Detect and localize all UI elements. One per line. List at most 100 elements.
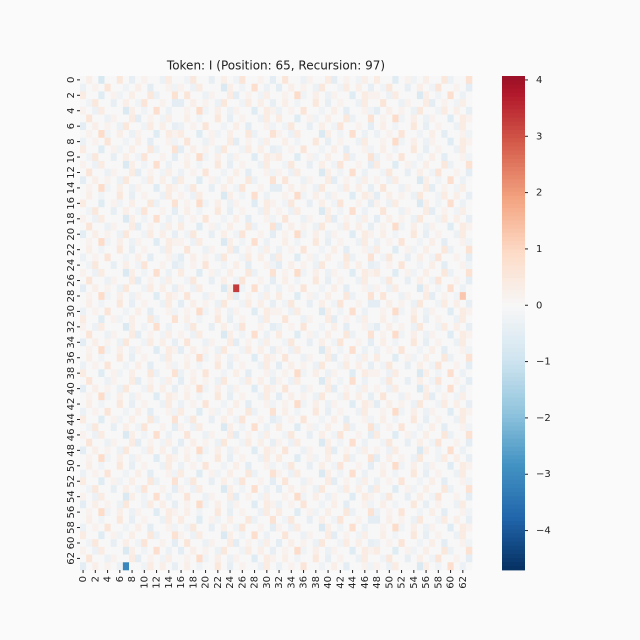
heatmap-cell <box>269 469 277 478</box>
heatmap-cell <box>80 299 87 308</box>
heatmap-cell <box>208 245 216 254</box>
heatmap-cell <box>104 539 111 548</box>
heatmap-cell <box>80 407 87 416</box>
heatmap-cell <box>147 400 154 409</box>
heatmap-cell <box>306 361 314 370</box>
heatmap-cell <box>208 76 216 85</box>
heatmap-cell <box>312 292 320 301</box>
heatmap-cell <box>227 377 234 386</box>
heatmap-cell <box>367 330 375 339</box>
heatmap-cell <box>416 276 424 285</box>
heatmap-cell <box>135 423 142 432</box>
heatmap-cell <box>429 531 436 540</box>
heatmap-cell <box>159 130 167 139</box>
heatmap-cell <box>459 554 467 563</box>
heatmap-cell <box>410 407 418 416</box>
heatmap-cell <box>165 400 173 409</box>
heatmap-cell <box>92 415 99 424</box>
heatmap-cell <box>263 384 271 393</box>
heatmap-cell <box>306 531 314 540</box>
heatmap-cell <box>196 423 203 432</box>
heatmap-cell <box>214 438 222 447</box>
heatmap-cell <box>343 539 350 548</box>
heatmap-cell <box>380 477 387 486</box>
heatmap-cell <box>122 461 130 470</box>
heatmap-cell <box>423 415 430 424</box>
heatmap-cell <box>98 222 105 231</box>
heatmap-cell <box>239 245 246 254</box>
heatmap-cell <box>80 400 87 409</box>
heatmap-cell <box>343 137 350 146</box>
heatmap-cell <box>141 469 148 478</box>
heatmap-cell <box>129 485 136 494</box>
heatmap-cell <box>245 554 252 563</box>
heatmap-cell <box>380 261 387 270</box>
heatmap-cell <box>153 238 160 247</box>
heatmap-cell <box>208 407 216 416</box>
heatmap-cell <box>147 554 154 563</box>
heatmap-cell <box>129 168 136 177</box>
heatmap-cell <box>294 268 301 277</box>
colorbar-band <box>502 285 525 291</box>
heatmap-cell <box>165 122 173 131</box>
heatmap-cell <box>380 330 387 339</box>
heatmap-cell <box>80 137 87 146</box>
heatmap-cell <box>288 562 295 571</box>
heatmap-cell <box>214 469 222 478</box>
heatmap-cell <box>184 515 191 524</box>
heatmap-cell <box>318 469 326 478</box>
heatmap-cell <box>441 199 448 208</box>
heatmap-cell <box>190 392 197 401</box>
heatmap-cell <box>325 160 332 169</box>
heatmap-cell <box>80 214 87 223</box>
heatmap-cell <box>233 384 240 393</box>
heatmap-cell <box>220 431 228 440</box>
heatmap-cell <box>269 76 277 85</box>
heatmap-cell <box>337 353 344 362</box>
colorbar-band <box>502 327 525 332</box>
heatmap-cell <box>294 91 301 100</box>
heatmap-cell <box>312 245 320 254</box>
heatmap-cell <box>380 539 387 548</box>
heatmap-cell <box>429 423 436 432</box>
heatmap-cell <box>263 407 271 416</box>
heatmap-cell <box>104 261 111 270</box>
heatmap-cell <box>312 500 320 509</box>
y-tick-label: 40 <box>66 382 77 395</box>
heatmap-cell <box>361 268 369 277</box>
heatmap-cell <box>178 160 185 169</box>
heatmap-cell <box>380 346 387 355</box>
heatmap-cell <box>98 562 105 571</box>
heatmap-cell <box>129 369 136 378</box>
heatmap-cell <box>465 253 473 262</box>
heatmap-cell <box>404 99 412 108</box>
heatmap-cell <box>337 153 344 162</box>
heatmap-cell <box>220 83 228 92</box>
heatmap-cell <box>122 469 130 478</box>
heatmap-cell <box>416 184 424 193</box>
heatmap-cell <box>202 369 209 378</box>
heatmap-cell <box>80 261 87 270</box>
heatmap-cell <box>171 392 179 401</box>
heatmap-cell <box>300 384 307 393</box>
heatmap-cell <box>190 299 197 308</box>
heatmap-cell <box>214 307 222 316</box>
heatmap-cell <box>220 415 228 424</box>
heatmap-cell <box>288 369 295 378</box>
heatmap-cell <box>392 407 399 416</box>
heatmap-cell <box>196 268 203 277</box>
heatmap-cell <box>214 145 222 154</box>
heatmap-cell <box>214 76 222 85</box>
heatmap-cell <box>214 562 222 571</box>
heatmap-cell <box>104 377 111 386</box>
heatmap-cell <box>263 130 271 139</box>
heatmap-cell <box>245 508 252 517</box>
heatmap-cell <box>80 384 87 393</box>
heatmap-cell <box>214 137 222 146</box>
heatmap-cell <box>147 292 154 301</box>
heatmap-cell <box>233 222 240 231</box>
heatmap-cell <box>184 477 191 486</box>
heatmap-cell <box>147 268 154 277</box>
heatmap-cell <box>220 160 228 169</box>
heatmap-cell <box>361 168 369 177</box>
